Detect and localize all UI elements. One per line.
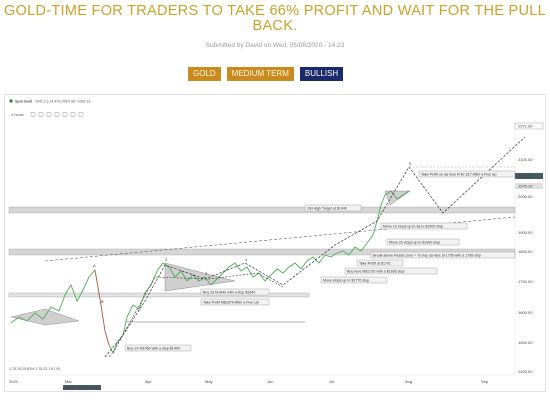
price-badge-text: 1975.10	[518, 184, 533, 189]
wave-label: A	[93, 263, 96, 268]
wave-label: 1	[125, 327, 128, 332]
draw-tool-icon[interactable]	[46, 112, 52, 117]
annotation: Buy here M$1720 with a $1695 stop	[344, 267, 438, 275]
price-path-down	[94, 269, 110, 346]
svg-text:Take Profit at $1791: Take Profit at $1791	[359, 262, 391, 266]
compare-icon[interactable]	[54, 112, 60, 117]
svg-text:Take Profit on 3a here R $7,31: Take Profit on 3a here R $7,317 After a …	[421, 173, 497, 177]
annotation: Buy 2a M1640 with a stop $1640	[200, 288, 270, 296]
time-tick: Jul	[329, 379, 334, 384]
camera-icon[interactable]	[62, 112, 68, 117]
annotation: Take Profit M$1670 After a Five Up	[200, 298, 270, 306]
time-tick: Aug	[405, 379, 412, 384]
submitted-by: Submitted by David on Wed, 05/08/2020 - …	[205, 42, 345, 49]
triangle-pattern-left	[10, 308, 80, 326]
price-badge-text: 2039.14	[518, 174, 533, 179]
year-label: 2020	[9, 379, 19, 384]
wave-label: C	[109, 353, 112, 358]
svg-text:Buy 1X M1460 with a stop $1400: Buy 1X M1460 with a stop $1400	[127, 347, 180, 351]
price-badge-text: 2071.50	[518, 124, 533, 129]
time-tick: Jun	[267, 379, 273, 384]
triangle-pattern-mid	[164, 262, 236, 292]
article-title: GOLD-TIME FOR TRADERS TO TAKE 66% PROFIT…	[3, 3, 547, 34]
fullscreen-icon[interactable]	[78, 112, 84, 117]
tag-bullish[interactable]: BULLISH	[299, 67, 344, 81]
price-tick: 1500.00	[518, 340, 533, 345]
time-cursor-badge	[63, 385, 101, 390]
tag-medium-term[interactable]: MEDIUM TERM	[226, 67, 294, 81]
annotation: Take Profit at $1791	[356, 259, 404, 267]
price-badge	[515, 183, 543, 189]
interval-selector[interactable]: 4 Hours	[11, 113, 24, 117]
wave-label: 3	[205, 271, 208, 276]
wave-label: 4	[245, 257, 248, 262]
annotation: Move 2b stops up to $1900 stop	[386, 238, 460, 246]
price-path	[10, 190, 410, 355]
price-tick: 1900.00	[518, 230, 533, 235]
long-trend-line	[44, 216, 516, 262]
annotation: Move stops up to $1770 stop	[320, 276, 388, 284]
annotation: Move 1b stops up to 3a to $1900 stop	[380, 222, 468, 230]
svg-text:Move 1b stops up to 3a to $190: Move 1b stops up to 3a to $1900 stop	[383, 225, 443, 229]
wave-label: 5	[409, 161, 412, 166]
svg-text:Old High Target at $1940: Old High Target at $1940	[307, 207, 347, 211]
time-tick: Mar	[65, 379, 73, 384]
wave-label: B	[101, 299, 104, 304]
time-tick: Apr	[145, 379, 152, 384]
annotation: Buy 1X M1460 with a stop $1400	[124, 344, 192, 352]
time-cursor-text: Wed 4 Mar (14:00)	[65, 385, 99, 390]
svg-text:Move stops up to $1770 stop: Move stops up to $1770 stop	[323, 279, 369, 283]
resist-band-high	[8, 206, 516, 214]
chart-type-icon[interactable]	[38, 112, 44, 117]
price-badge	[515, 173, 543, 179]
indicator-icon[interactable]	[30, 112, 36, 117]
ohlc-readout: 1.75.15 25.83% 1.75.23 1.67.00	[9, 367, 60, 371]
wave-projection-2	[112, 272, 284, 354]
svg-text:Move 2b stops up to $1900 stop: Move 2b stops up to $1900 stop	[389, 241, 440, 245]
price-tick: 1800.00	[518, 249, 533, 254]
tag-gold[interactable]: GOLD	[188, 67, 221, 81]
tag-list: GOLD MEDIUM TERM BULLISH	[188, 67, 344, 81]
chart-header: Spot Gold 1941.2 (-14.4%) 2010.48 / 2092…	[9, 99, 90, 104]
chart-toolbar: 4 Hours	[11, 112, 84, 117]
time-tick: May	[205, 379, 213, 384]
wave-projection	[104, 136, 526, 358]
chart-svg: Spot Gold 1941.2 (-14.4%) 2010.48 / 2092…	[8, 99, 544, 390]
price-tick: 1600.00	[518, 310, 533, 315]
support-band	[8, 292, 310, 298]
price-tick: 2100.00	[518, 157, 533, 162]
settings-icon[interactable]	[70, 112, 76, 117]
price-chart-image: Spot Gold 1941.2 (-14.4%) 2010.48 / 2092…	[4, 94, 546, 392]
price-tick: 1700.00	[518, 279, 533, 284]
instrument-name: Spot Gold	[15, 100, 32, 104]
price-badge	[514, 122, 544, 130]
time-tick: Sep	[481, 379, 489, 384]
svg-text:Take Profit M$1670 After a Fiv: Take Profit M$1670 After a Five Up	[203, 301, 259, 305]
live-dot-icon	[9, 99, 13, 103]
quote-readout: 1941.2 (-14.4%) 2010.48 / 2092.11	[35, 100, 90, 104]
price-axis: 2100.00 2000.00 1900.00 1800.00 1700.00 …	[514, 122, 544, 374]
svg-text:Buy 2a M1640 with a stop $1640: Buy 2a M1640 with a stop $1640	[203, 291, 255, 295]
annotation: Break above Resist zone = To buy 3a here…	[370, 251, 516, 259]
annotation: Old High Target at $1940	[304, 204, 362, 212]
annotation: Take Profit on 3a here R $7,317 After a …	[418, 170, 516, 178]
wave-label: 2	[165, 257, 168, 262]
time-axis: 2020 Mar Apr May Jun Jul Aug Sep Wed 4 M…	[9, 367, 489, 390]
svg-text:Break above Resist zone = To b: Break above Resist zone = To buy 3a here…	[373, 254, 481, 258]
svg-text:Buy here M$1720 with a $1695 s: Buy here M$1720 with a $1695 stop	[347, 270, 405, 274]
price-tick: 2000.00	[518, 194, 533, 199]
price-tick: 1400.00	[518, 369, 533, 374]
